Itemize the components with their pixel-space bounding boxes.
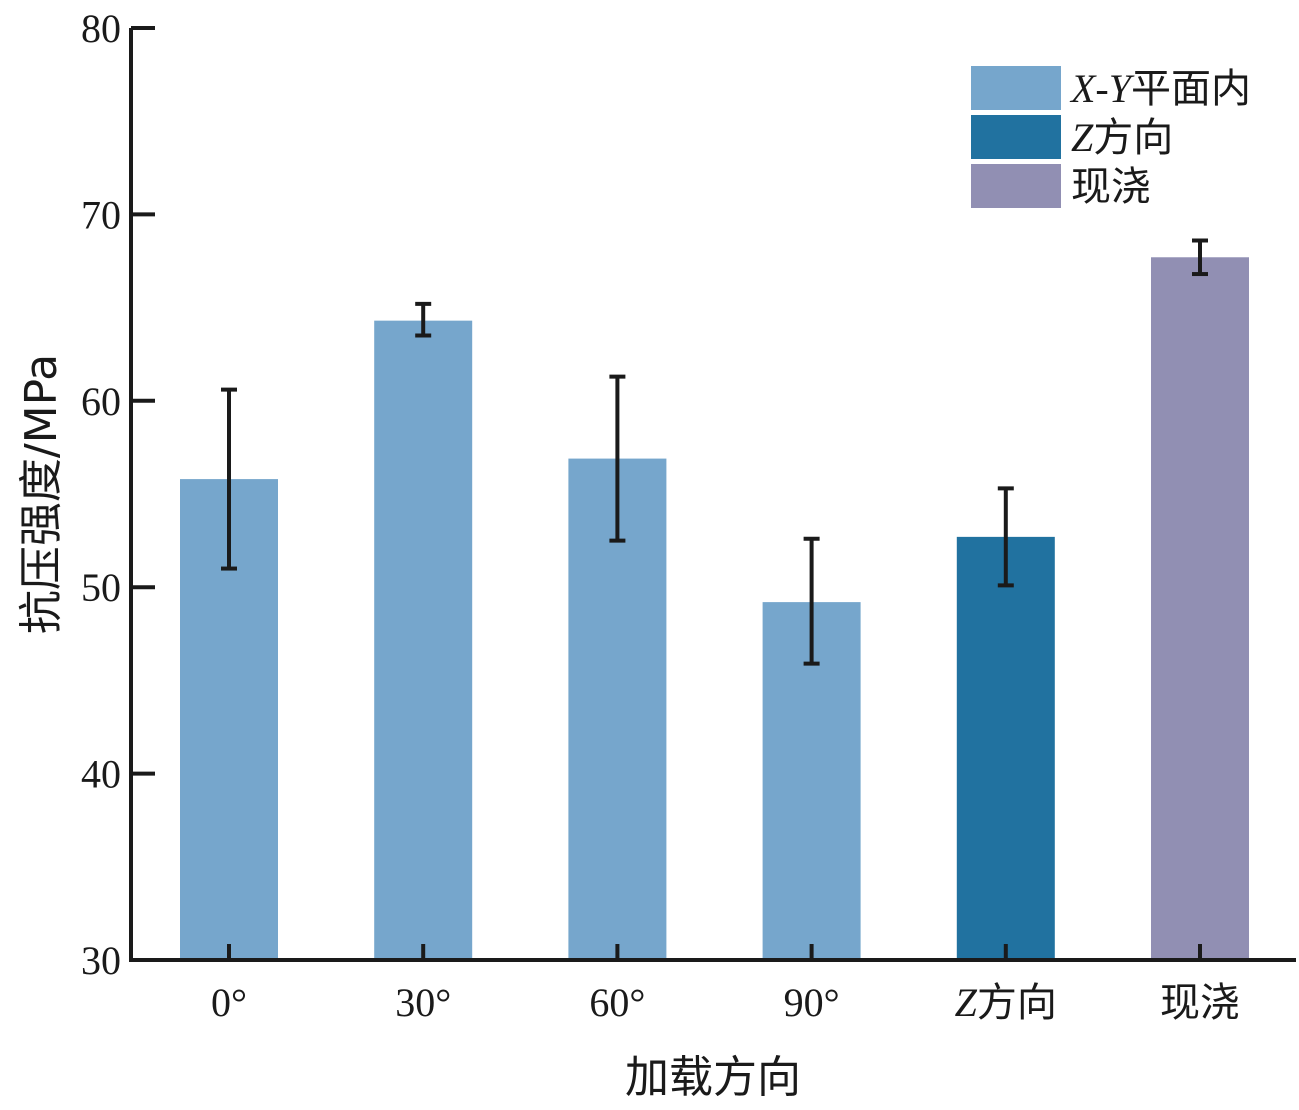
bars-group: [180, 257, 1249, 961]
legend-swatch: [971, 115, 1061, 159]
x-axis-title: 加载方向: [625, 1052, 801, 1103]
bar-2: [374, 320, 473, 960]
y-tick-label-30: 30: [81, 938, 121, 983]
y-tick-label-80: 80: [81, 6, 121, 51]
y-tick-label-60: 60: [81, 379, 121, 424]
legend-item-cast: 现浇: [971, 164, 1151, 210]
y-tick-label-40: 40: [81, 752, 121, 797]
x-tick-label-5: Z方向: [955, 980, 1057, 1026]
error-bar-5: [997, 486, 1014, 588]
legend-label: X-Y平面内: [1069, 66, 1251, 112]
error-bar-2: [415, 301, 432, 338]
x-tick-label-6: 现浇: [1160, 980, 1240, 1025]
error-bar-4: [803, 536, 820, 666]
y-tick-label-70: 70: [81, 192, 121, 237]
x-tick-label-2: 30°: [395, 980, 451, 1025]
y-tick-label-50: 50: [81, 565, 121, 610]
legend-label: Z方向: [1071, 115, 1173, 161]
error-bar-3: [609, 374, 626, 543]
legend-label: 现浇: [1071, 164, 1151, 210]
bar-6: [1151, 257, 1249, 961]
error-bar-1: [221, 387, 237, 571]
error-bars-group: [221, 238, 1208, 666]
x-tick-label-4: 90°: [784, 980, 840, 1025]
x-ticks-group: 0° 30° 60° 90° Z方向 现浇: [211, 944, 1240, 1026]
legend-swatch: [971, 164, 1061, 208]
bar-5: [956, 536, 1055, 960]
x-tick-label-1: 0°: [211, 980, 247, 1025]
x-tick-label-3: 60°: [589, 980, 645, 1025]
y-ticks-group: 30 40 50 60 70 80: [81, 6, 155, 983]
error-bar-6: [1192, 238, 1208, 277]
legend-item-z: Z方向: [971, 115, 1173, 161]
y-axis-title: 抗压强度/MPa: [16, 354, 67, 634]
legend-item-xy: X-Y平面内: [971, 66, 1251, 112]
legend-swatch: [971, 66, 1061, 110]
axes-group: [129, 28, 1296, 962]
